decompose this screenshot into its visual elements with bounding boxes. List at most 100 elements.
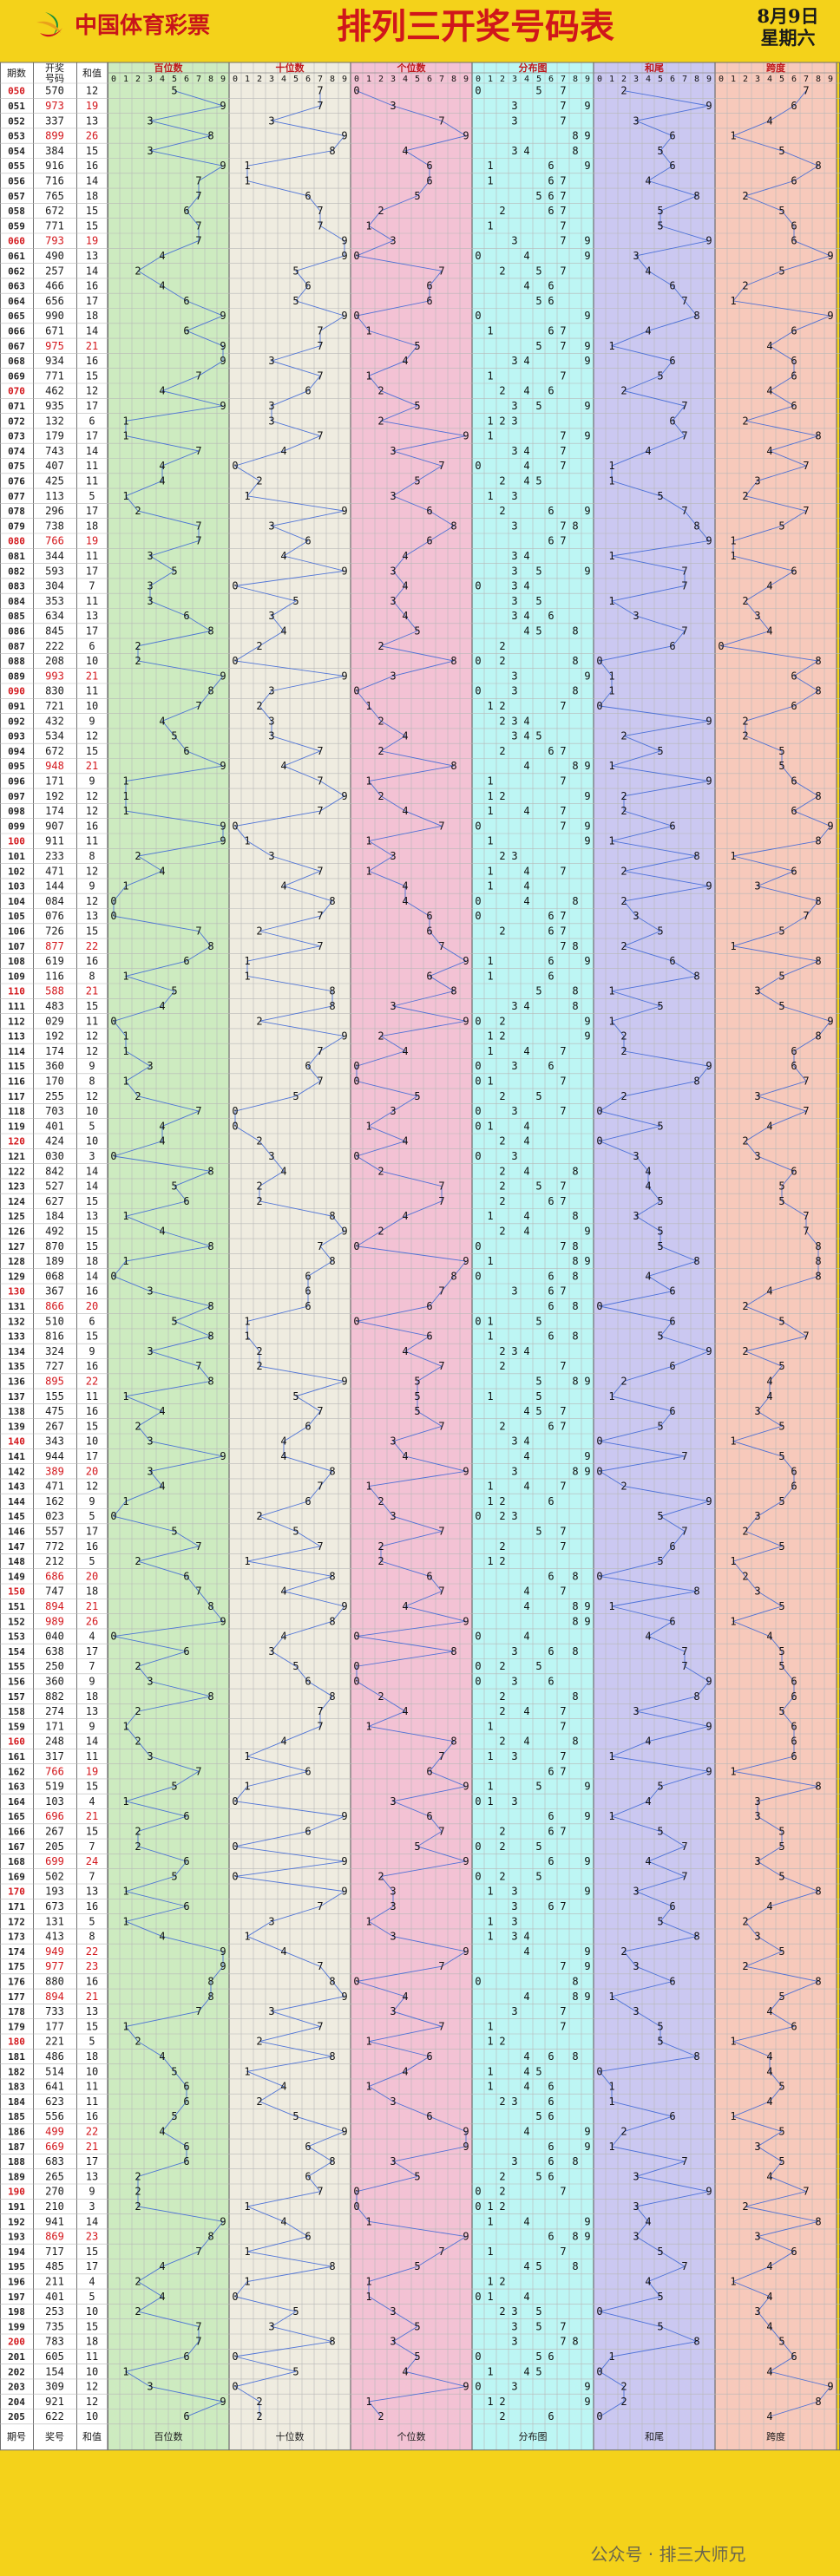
draw-sum: 5 [89,1510,95,1522]
trend-point: 8 [329,2336,335,2348]
trend-point: 9 [827,1015,833,1027]
trend-point: 2 [620,865,627,877]
draw-sum: 16 [86,2110,98,2122]
trend-point: 7 [195,700,201,712]
draw-sum: 8 [89,1075,95,1087]
draw-number: 866 [45,1300,64,1312]
distribution-digit: 9 [584,250,590,262]
distribution-digit: 7 [560,2020,566,2032]
trend-point: 2 [135,265,141,277]
distribution-digit: 4 [523,474,529,487]
trend-point: 6 [305,2170,311,2182]
issue-number: 084 [8,596,25,607]
distribution-digit: 4 [523,2050,529,2063]
trend-point: 6 [305,1495,311,1507]
trend-point: 3 [390,1931,396,1943]
distribution-digit: 4 [523,1225,529,1237]
issue-number: 093 [8,731,25,742]
draw-number: 622 [45,2410,64,2422]
draw-number: 941 [45,2215,64,2227]
trend-point: 0 [596,2365,602,2377]
distribution-digit: 3 [511,1105,517,1117]
distribution-digit: 0 [475,1675,481,1687]
distribution-digit: 9 [584,355,590,367]
trend-point: 1 [608,550,614,562]
trend-point: 2 [742,1525,748,1537]
distribution-digit: 0 [475,2291,481,2303]
draw-sum: 15 [86,1225,98,1237]
distribution-digit: 2 [499,205,505,217]
draw-sum: 17 [86,2155,98,2167]
trend-point: 1 [608,2081,614,2093]
draw-sum: 11 [86,835,98,847]
draw-sum: 13 [86,114,98,127]
trend-point: 7 [681,580,687,592]
draw-sum: 21 [86,1810,98,1822]
draw-number: 483 [45,1000,64,1012]
trend-point: 3 [754,474,760,487]
trend-point: 8 [207,130,213,142]
trend-point: 1 [365,865,371,877]
draw-number: 990 [45,310,64,322]
distribution-digit: 6 [548,1195,554,1207]
draw-sum: 9 [89,1675,95,1687]
distribution-digit: 1 [487,1255,493,1267]
distribution-digit: 8 [572,940,578,952]
trend-point: 5 [778,205,784,217]
trend-point: 5 [657,1120,663,1132]
draw-sum: 11 [86,1390,98,1402]
trend-line [355,90,468,2417]
trend-point: 7 [438,1420,444,1432]
distribution-digit: 5 [535,624,541,637]
draw-sum: 23 [86,1960,98,1972]
draw-number: 250 [45,1660,64,1672]
trend-point: 7 [317,1045,323,1057]
trend-point: 2 [620,805,627,817]
trend-point: 1 [608,1600,614,1612]
trend-point: 2 [135,1840,141,1853]
issue-number: 150 [8,1586,25,1598]
trend-point: 5 [657,1225,663,1237]
trend-point: 3 [390,565,396,577]
trend-point: 2 [377,415,384,427]
trend-point: 4 [280,624,286,637]
trend-point: 1 [365,2275,371,2287]
distribution-digit: 1 [487,2081,493,2093]
trend-point: 5 [657,2320,663,2332]
distribution-digit: 2 [499,1135,505,1147]
issue-number: 069 [8,370,25,382]
trend-point: 6 [426,174,432,186]
draw-sum: 16 [86,280,98,292]
trend-point: 5 [778,1540,784,1553]
issue-number: 061 [8,251,25,262]
draw-number: 189 [45,1255,64,1267]
trend-point: 0 [110,1510,116,1522]
draw-number: 462 [45,385,64,397]
trend-point: 9 [341,2125,347,2137]
trend-point: 4 [645,324,651,337]
distribution-digit: 3 [511,1675,517,1687]
trend-point: 1 [730,2036,736,2048]
trend-point: 9 [463,1015,469,1027]
distribution-digit: 3 [511,1465,517,1477]
trend-point: 5 [414,400,420,412]
distribution-digit: 6 [548,2155,554,2167]
trend-point: 1 [244,1555,250,1567]
trend-point: 3 [390,2095,396,2108]
trend-point: 5 [657,219,663,232]
trend-point: 4 [280,445,286,457]
issue-number: 107 [8,941,25,952]
trend-point: 7 [195,925,201,937]
draw-number: 144 [45,880,64,892]
trend-point: 1 [122,1255,128,1267]
trend-point: 2 [256,2095,262,2108]
trend-point: 2 [742,1570,748,1582]
trend-point: 6 [183,745,189,757]
draw-sum: 8 [89,850,95,862]
issue-number: 056 [8,175,25,186]
trend-point: 8 [693,1931,699,1943]
distribution-digit: 1 [487,369,493,382]
draw-number: 882 [45,1690,64,1703]
trend-point: 1 [244,1315,250,1327]
trend-point: 3 [268,1150,274,1162]
